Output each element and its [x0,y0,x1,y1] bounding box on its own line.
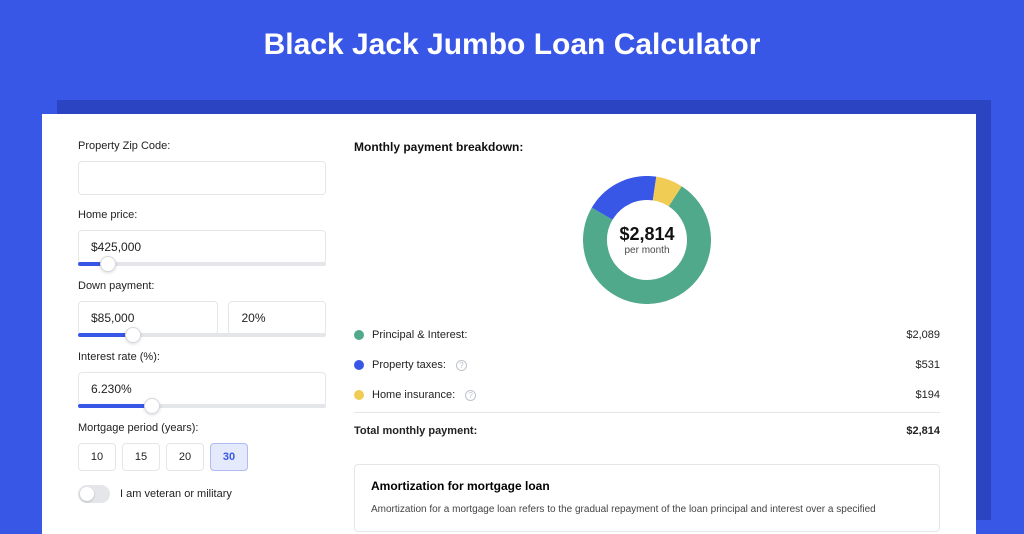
legend-row: Principal & Interest: $2,089 [354,320,940,350]
price-field: Home price: [78,209,326,266]
period-option-30[interactable]: 30 [210,443,248,471]
total-label: Total monthly payment: [354,425,477,437]
zip-input[interactable] [78,161,326,195]
legend-dot [354,360,364,370]
legend-label: Home insurance: [372,389,455,401]
down-field: Down payment: [78,280,326,337]
price-input[interactable] [78,230,326,264]
zip-field: Property Zip Code: [78,140,326,195]
rate-input[interactable] [78,372,326,406]
rate-label: Interest rate (%): [78,351,326,363]
legend: Principal & Interest: $2,089 Property taxe… [354,320,940,410]
donut-chart: $2,814 per month [354,160,940,320]
rate-field: Interest rate (%): [78,351,326,408]
total-amount: $2,814 [906,425,940,437]
veteran-label: I am veteran or military [120,488,232,500]
donut-center: $2,814 per month [619,224,674,256]
calculator-card: Property Zip Code: Home price: Down paym… [42,114,976,534]
veteran-row: I am veteran or military [78,485,326,503]
period-option-15[interactable]: 15 [122,443,160,471]
amortization-body: Amortization for a mortgage loan refers … [371,503,923,517]
price-label: Home price: [78,209,326,221]
breakdown-column: Monthly payment breakdown: $2,814 per mo… [354,140,940,514]
price-slider-thumb[interactable] [100,256,116,272]
zip-label: Property Zip Code: [78,140,326,152]
amortization-title: Amortization for mortgage loan [371,479,923,493]
down-pct-input[interactable] [228,301,326,335]
info-icon[interactable]: ? [465,390,476,401]
rate-slider-thumb[interactable] [144,398,160,414]
legend-amount: $194 [916,389,940,401]
page-title: Black Jack Jumbo Loan Calculator [0,0,1024,84]
rate-slider[interactable] [78,404,326,408]
donut-amount: $2,814 [619,224,674,245]
down-slider-thumb[interactable] [125,327,141,343]
breakdown-title: Monthly payment breakdown: [354,140,940,154]
rate-slider-fill [78,404,152,408]
legend-row: Home insurance:? $194 [354,380,940,410]
price-slider[interactable] [78,262,326,266]
period-field: Mortgage period (years): 10152030 [78,422,326,471]
legend-dot [354,390,364,400]
donut-sub: per month [619,245,674,256]
period-option-20[interactable]: 20 [166,443,204,471]
period-option-10[interactable]: 10 [78,443,116,471]
legend-amount: $2,089 [906,329,940,341]
legend-label: Principal & Interest: [372,329,467,341]
amortization-card: Amortization for mortgage loan Amortizat… [354,464,940,532]
veteran-toggle[interactable] [78,485,110,503]
down-label: Down payment: [78,280,326,292]
total-row: Total monthly payment: $2,814 [354,412,940,446]
down-slider[interactable] [78,333,326,337]
legend-label: Property taxes: [372,359,446,371]
down-input[interactable] [78,301,218,335]
info-icon[interactable]: ? [456,360,467,371]
legend-row: Property taxes:? $531 [354,350,940,380]
legend-amount: $531 [916,359,940,371]
inputs-column: Property Zip Code: Home price: Down paym… [78,140,326,514]
legend-dot [354,330,364,340]
period-label: Mortgage period (years): [78,422,326,434]
period-options: 10152030 [78,443,326,471]
